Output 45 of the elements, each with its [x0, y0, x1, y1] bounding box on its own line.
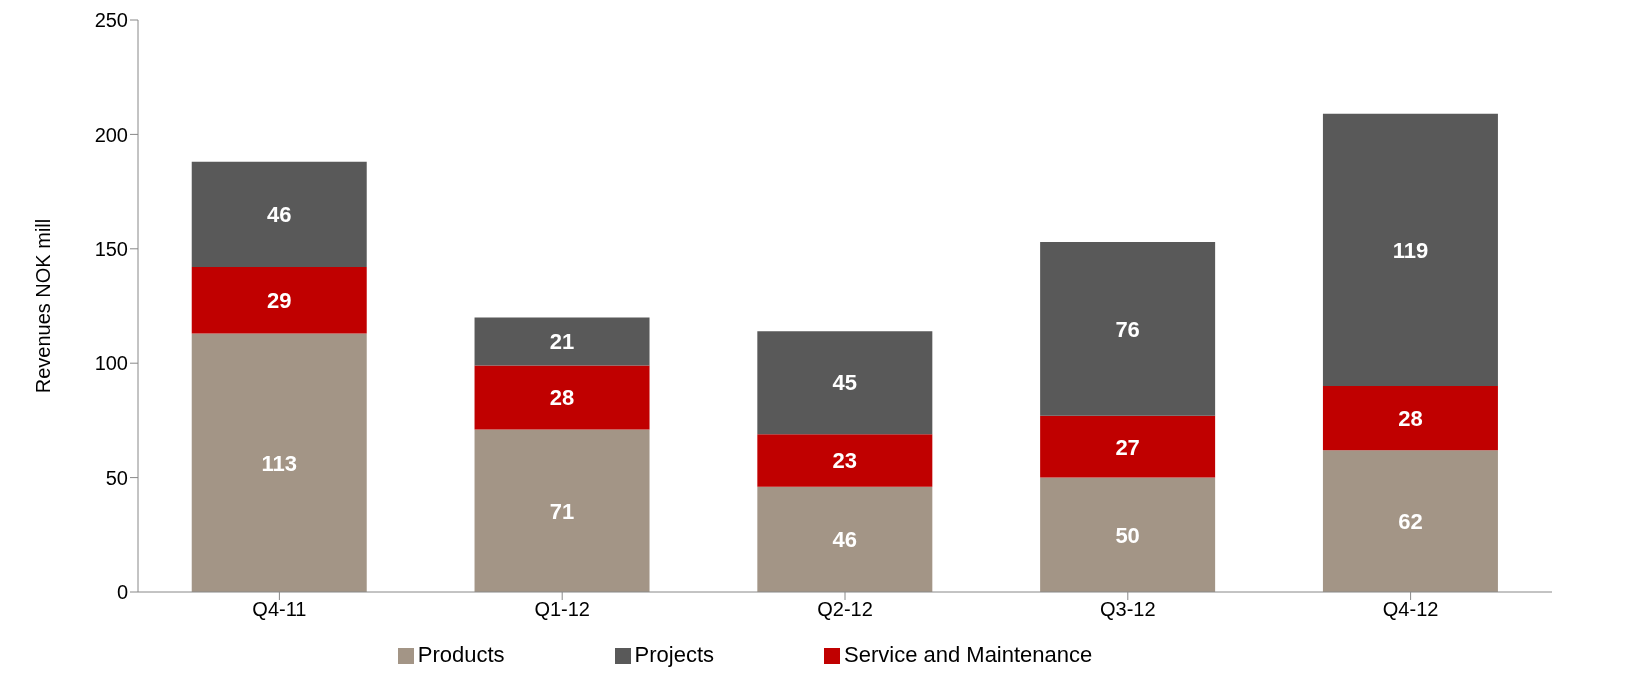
x-tick-label: Q3-12	[1100, 598, 1156, 621]
data-label: 62	[1398, 508, 1423, 534]
x-tick-label: Q4-12	[1382, 598, 1439, 621]
bar	[191, 267, 367, 334]
y-tick-label: 50	[105, 466, 128, 489]
x-tick-label: Q4-11	[252, 598, 307, 621]
bar	[1322, 386, 1498, 451]
y-tick-label: 100	[94, 352, 128, 375]
bar	[474, 365, 650, 430]
data-label: 45	[832, 370, 858, 396]
data-label: 28	[549, 385, 575, 411]
data-label: 21	[549, 329, 575, 355]
bar	[1040, 415, 1216, 478]
y-tick-label: 150	[94, 237, 128, 260]
bar	[1322, 113, 1498, 387]
bar	[474, 429, 650, 592]
x-tick-label: Q2-12	[817, 598, 873, 621]
y-tick-label: 200	[94, 123, 128, 146]
data-label: 46	[266, 202, 292, 228]
bar	[757, 331, 933, 435]
data-label: 113	[261, 450, 297, 476]
bar	[757, 486, 933, 592]
y-axis-title: Revenues NOK mill	[32, 218, 55, 394]
legend-label: Projects	[634, 642, 715, 667]
bar	[191, 161, 367, 268]
data-label: 27	[1115, 434, 1140, 460]
legend-label: Products	[417, 642, 505, 667]
data-label: 119	[1392, 237, 1429, 263]
bar	[191, 333, 367, 592]
y-tick-label: 0	[116, 581, 128, 604]
data-label: 23	[832, 448, 858, 474]
bar	[474, 317, 650, 366]
data-label: 71	[549, 498, 575, 524]
bar	[1322, 450, 1498, 592]
legend-label: Service and Maintenance	[844, 642, 1093, 667]
data-label: 28	[1398, 405, 1423, 431]
bar	[757, 434, 933, 487]
data-label: 29	[266, 288, 292, 314]
data-label: 50	[1115, 522, 1140, 548]
data-label: 46	[832, 527, 858, 553]
bar	[1040, 241, 1216, 416]
bar	[1040, 477, 1216, 592]
data-label: 76	[1115, 316, 1140, 342]
y-tick-label: 250	[94, 9, 128, 32]
x-tick-label: Q1-12	[534, 598, 590, 621]
